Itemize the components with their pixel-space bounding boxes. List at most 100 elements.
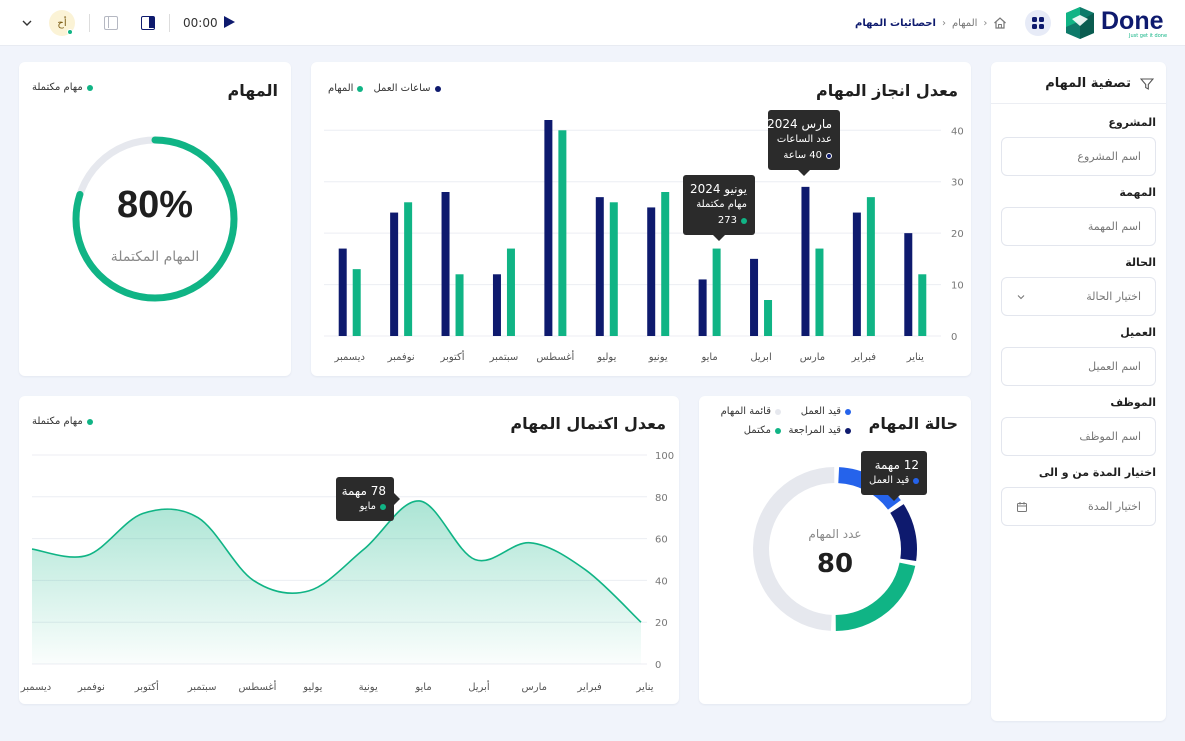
bar-tasks [506, 248, 515, 336]
legend-item-tasks: المهام [328, 83, 364, 94]
status-select[interactable]: اختيار الحالة [1001, 277, 1156, 316]
panel-layout-icon[interactable] [141, 16, 155, 30]
apps-button[interactable] [1025, 10, 1051, 36]
chevron-left-icon: › [983, 17, 988, 29]
legend-dot [775, 427, 781, 434]
x-tick-label: فبراير [851, 352, 877, 363]
tooltip-value-row: 273 [691, 213, 747, 229]
legend-dot [357, 85, 364, 92]
filter-panel: تصفية المهام المشروع اسم المشروع المهمة … [991, 62, 1166, 721]
status-legend-item: قيد المراجعة [781, 425, 851, 436]
x-tick-label: أغسطس [239, 680, 277, 693]
status-card: حالة المهام قيد العمل قائمة المهام قيد الم… [699, 396, 971, 704]
completion-caption: المهام المكتملة [110, 249, 200, 265]
achievement-legend: ساعات العمل المهام [328, 83, 441, 94]
x-tick-label: يونية [359, 682, 378, 693]
employee-input[interactable]: اسم الموظف [1001, 417, 1156, 456]
x-tick-label: مارس [800, 352, 825, 363]
employee-label: الموظف [1110, 396, 1156, 409]
tooltip-value-row: قيد العمل [869, 473, 919, 489]
x-tick-label: يناير [906, 352, 924, 363]
bar-tasks [558, 130, 567, 336]
period-input[interactable]: اختيار المدة [1001, 487, 1156, 526]
completion-chart-card: معدل اكتمال المهام مهام مكتملة 0 20 40 60 80… [19, 396, 679, 704]
task-input[interactable]: اسم المهمة [1001, 207, 1156, 246]
period-placeholder: اختيار المدة [1088, 500, 1141, 513]
completion-title: معدل اكتمال المهام [510, 414, 666, 433]
bar-hours [492, 274, 501, 336]
x-tick-label: ديسمبر [333, 352, 364, 363]
bar-tasks [455, 274, 464, 336]
legend-label: قائمة المهام [720, 406, 771, 417]
donut-slice [753, 467, 835, 631]
tooltip-line: عدد الساعات [776, 134, 832, 145]
bar-tasks [764, 300, 773, 336]
tooltip-value-row: مايو [344, 499, 386, 515]
breadcrumb: احصائيات المهام › المهام › [855, 15, 1007, 31]
area-line [31, 500, 642, 623]
calendar-icon [1017, 501, 1027, 512]
filter-title: تصفية المهام [1045, 76, 1131, 91]
play-icon[interactable] [222, 15, 236, 29]
completion-legend: مهام مكتملة [32, 416, 93, 427]
legend-dot [380, 504, 386, 510]
legend-label: مهام مكتملة [32, 82, 83, 93]
bar-tasks [352, 269, 361, 336]
tooltip-value: 273 [717, 215, 737, 226]
legend-label: ساعات العمل [373, 83, 431, 94]
brand-name: Done [1101, 7, 1164, 35]
legend-dot [741, 218, 747, 224]
brand-logo[interactable]: Done Just get it done [1063, 6, 1167, 40]
filter-header: تصفية المهام [991, 62, 1166, 104]
completion-area-chart: 0 20 40 60 80 100 يناير فبراير مارس أبريل مايو يوني… [20, 451, 674, 693]
x-tick-label: مايو [700, 352, 717, 363]
project-input[interactable]: اسم المشروع [1001, 137, 1156, 176]
achievement-bar-chart: 0 10 20 30 40 يناير فبراير مارس ابريل مايو يونيو يو… [324, 120, 964, 363]
task-label: المهمة [1119, 186, 1156, 199]
y-tick-label: 10 [951, 281, 964, 292]
completed-legend: مهام مكتملة [32, 82, 93, 93]
y-tick-label: 30 [951, 178, 964, 189]
x-tick-label: يوليو [596, 352, 616, 363]
divider [89, 14, 90, 32]
x-tick-label: نوفمبر [387, 352, 415, 363]
home-icon[interactable] [993, 16, 1007, 30]
progress-ring-fill [72, 136, 238, 302]
status-legend-item: مكتمل [711, 425, 781, 436]
x-tick-label: أكتوبر [134, 680, 159, 693]
y-tick-label: 0 [655, 660, 661, 671]
bar-tasks [712, 248, 721, 336]
bar-tasks [918, 274, 927, 336]
tooltip-value: قيد العمل [869, 475, 910, 486]
bar-hours [904, 233, 913, 336]
legend-dot [845, 427, 851, 434]
chevron-down-icon[interactable] [21, 14, 35, 28]
legend-dot [826, 153, 832, 159]
tooltip-value: مايو [359, 501, 376, 512]
bar-hours [801, 186, 810, 336]
x-tick-label: يوليو [302, 682, 322, 693]
tooltip-may: 78 مهمة مايو [336, 477, 400, 521]
status-label: الحالة [1125, 256, 1156, 269]
legend-label: المهام [328, 83, 354, 94]
donut-center-label: عدد المهام [808, 527, 862, 541]
y-tick-label: 20 [655, 618, 668, 629]
y-tick-label: 40 [655, 576, 668, 587]
legend-label: قيد العمل [800, 406, 841, 417]
breadcrumb-tasks[interactable]: المهام [951, 17, 978, 29]
sidebar-toggle-icon[interactable] [104, 16, 118, 30]
bar-tasks [815, 248, 824, 336]
bar-hours [338, 248, 347, 336]
avatar-initials: أح [57, 17, 67, 29]
legend-label: مكتمل [743, 425, 771, 436]
x-tick-label: نوفمبر [77, 682, 105, 693]
x-tick-label: أكتوبر [440, 350, 465, 363]
tooltip-value-row: 40 ساعة [776, 148, 832, 164]
client-input[interactable]: اسم العميل [1001, 347, 1156, 386]
bar-hours [390, 212, 399, 336]
x-tick-label: مارس [522, 682, 547, 693]
avatar[interactable]: أح [49, 10, 75, 36]
top-bar: Done Just get it done احصائيات المهام › … [0, 0, 1185, 46]
status-legend-item: قيد العمل [781, 406, 851, 417]
client-placeholder: اسم العميل [1088, 360, 1141, 373]
